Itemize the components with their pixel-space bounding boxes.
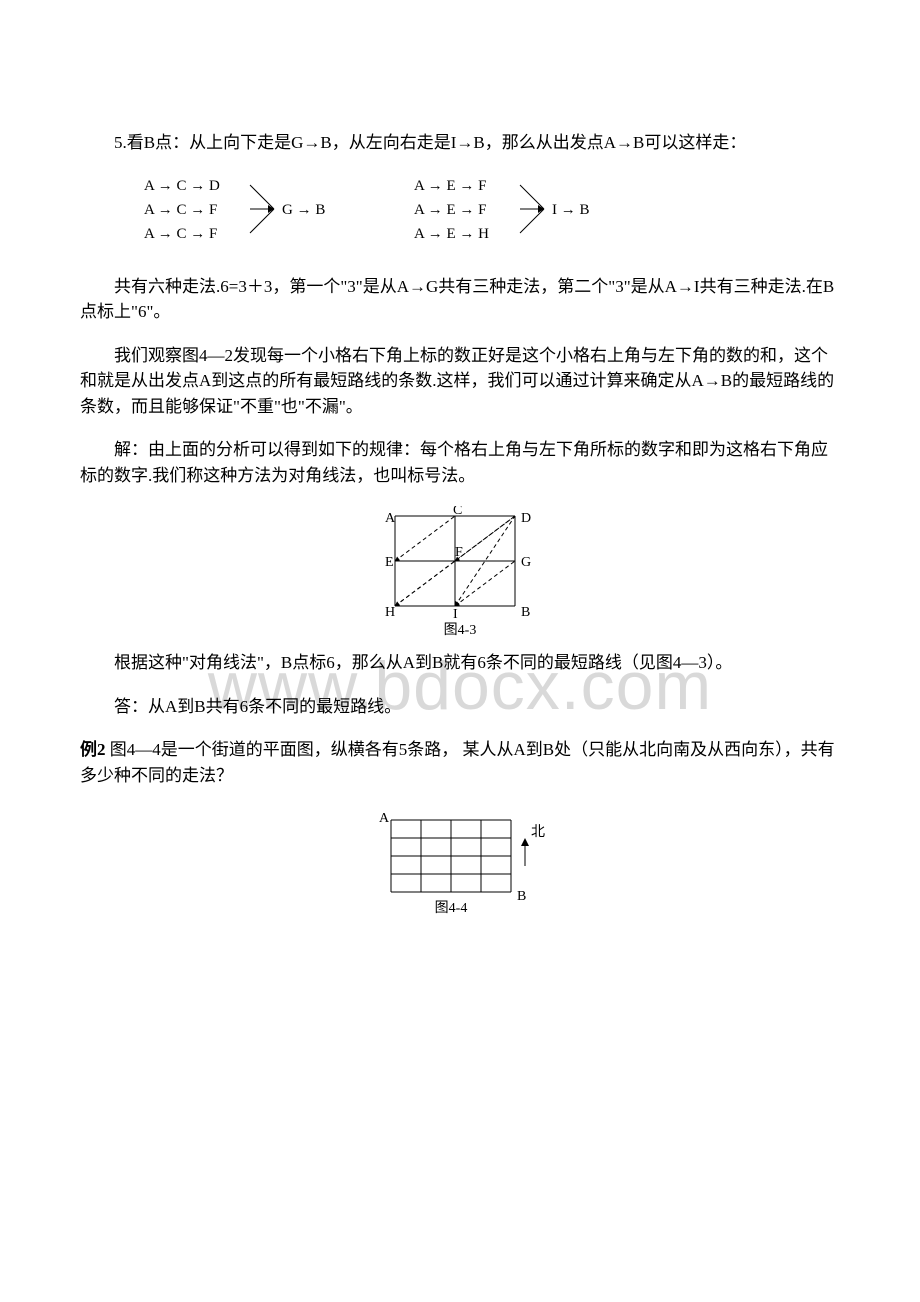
figure-4-3: A C D E F G H I B 图4-3 — [375, 506, 545, 638]
paragraph-diagonal-method: 根据这种"对角线法"，B点标6，那么从A到B就有6条不同的最短路线（见图4—3）… — [80, 650, 840, 676]
svg-text:A → E → H: A → E → H — [414, 226, 489, 242]
example-2: 例2 图4—4是一个街道的平面图，纵横各有5条路， 某人从A到B处（只能从北向南… — [80, 737, 840, 788]
svg-text:D: D — [521, 511, 531, 526]
paths-svg: A → C → D A → C → F A → C → F G → B A → E → … — [140, 174, 700, 252]
svg-text:H: H — [385, 605, 395, 620]
path-enumeration-diagram: A → C → D A → C → F A → C → F G → B A → E → … — [140, 174, 840, 252]
figure-4-3-wrap: A C D E F G H I B 图4-3 — [80, 506, 840, 638]
svg-text:A → C → D: A → C → D — [144, 178, 220, 194]
example-2-body: 图4—4是一个街道的平面图，纵横各有5条路， 某人从A到B处（只能从北向南及从西… — [80, 740, 835, 785]
example-2-label: 例2 — [80, 740, 106, 759]
figure-4-4: A B 北图4-4 — [365, 806, 555, 924]
svg-text:C: C — [453, 506, 462, 518]
svg-text:A → C → F: A → C → F — [144, 226, 217, 242]
svg-text:I → B: I → B — [552, 202, 590, 218]
svg-text:F: F — [455, 545, 463, 560]
svg-text:G: G — [521, 555, 531, 570]
paragraph-answer: 答：从A到B共有6条不同的最短路线。 — [80, 694, 840, 720]
svg-text:A → C → F: A → C → F — [144, 202, 217, 218]
svg-text:A: A — [379, 811, 390, 826]
paragraph-solution-rule: 解：由上面的分析可以得到如下的规律：每个格右上角与左下角所标的数字和即为这格右下… — [80, 437, 840, 488]
svg-text:图4-3: 图4-3 — [444, 623, 477, 638]
figure-4-4-wrap: A B 北图4-4 — [80, 806, 840, 924]
svg-text:A: A — [385, 511, 396, 526]
svg-text:G → B: G → B — [282, 202, 325, 218]
svg-text:E: E — [385, 555, 394, 570]
paragraph-5-intro: 5.看B点：从上向下走是G→B，从左向右走是I→B，那么从出发点A→B可以这样走… — [80, 130, 840, 156]
svg-text:A → E → F: A → E → F — [414, 178, 487, 194]
paragraph-observation: 我们观察图4—2发现每一个小格右下角上标的数正好是这个小格右上角与左下角的数的和… — [80, 343, 840, 420]
document-content: 5.看B点：从上向下走是G→B，从左向右走是I→B，那么从出发点A→B可以这样走… — [80, 130, 840, 924]
svg-text:I: I — [453, 607, 458, 622]
svg-text:B: B — [521, 605, 530, 620]
svg-text:北: 北 — [531, 824, 545, 840]
svg-text:A → E → F: A → E → F — [414, 202, 487, 218]
svg-text:图4-4: 图4-4 — [435, 901, 468, 916]
svg-text:B: B — [517, 889, 526, 904]
paragraph-six-ways: 共有六种走法.6=3＋3，第一个"3"是从A→G共有三种走法，第二个"3"是从A… — [80, 274, 840, 325]
